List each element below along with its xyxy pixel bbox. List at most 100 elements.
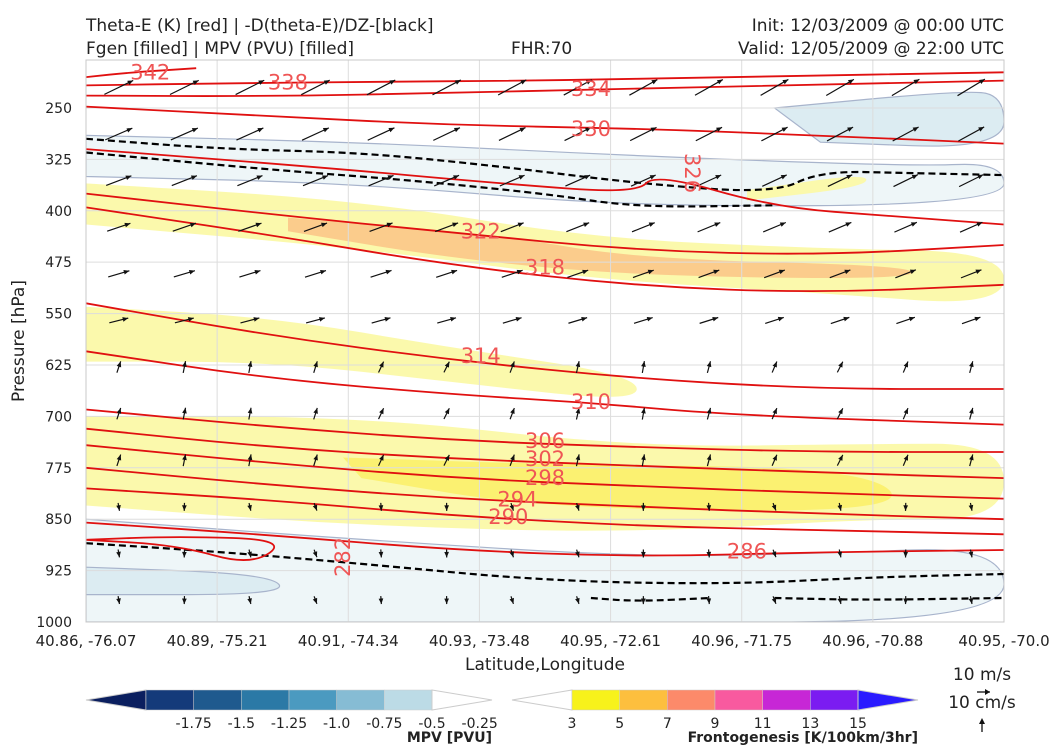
wind-vector-head <box>909 269 916 275</box>
wind-vector-head <box>322 127 329 133</box>
theta-e-contour <box>86 105 1004 145</box>
wind-vector-head <box>641 598 646 605</box>
wind-vector-head <box>847 79 854 85</box>
wind-vector-head <box>575 454 581 461</box>
theta-e-contour <box>86 67 197 78</box>
wind-vector-head <box>838 454 843 461</box>
wind-vector-head <box>517 222 524 227</box>
theta-e-contour <box>86 536 276 561</box>
fgen-colorbar: 3 5 7 9 11 13 15 <box>511 689 919 732</box>
wind-vector-head <box>247 454 253 461</box>
wind-vector-head <box>968 551 974 558</box>
wind-vector-head <box>847 127 854 132</box>
wind-vector-head <box>910 222 917 227</box>
wind-vector-head <box>516 269 523 275</box>
valid-time: Valid: 12/05/2009 @ 22:00 UTC <box>738 39 1004 59</box>
mpv-fill-region <box>86 566 281 596</box>
x-tick-label: 40.96, -71.75 <box>691 632 792 650</box>
wind-vector-head <box>647 269 654 275</box>
wind-vector-head <box>379 361 384 368</box>
colorbar-segment <box>384 689 433 711</box>
wind-vector-head <box>323 80 330 85</box>
theta-e-label-text: 282 <box>331 537 355 577</box>
wind-vector-head <box>771 597 777 604</box>
theta-e-contour <box>86 521 1004 557</box>
wind-vectors <box>104 78 986 605</box>
colorbar-segment <box>288 689 337 711</box>
wind-vector-head <box>844 269 851 275</box>
theta-e-label: 298 <box>525 466 565 490</box>
wind-vector-head <box>444 505 449 511</box>
wind-vector-head <box>706 505 712 511</box>
wind-vector-head <box>444 408 450 415</box>
theta-e-contour <box>86 487 1004 536</box>
colorbar-segment <box>241 689 290 711</box>
wind-vector-head <box>646 316 653 322</box>
wind-vector-head <box>779 222 786 227</box>
theta-e-contour <box>86 71 1004 87</box>
wind-vector-head <box>903 361 908 368</box>
theta-e-label: 326 <box>680 153 704 193</box>
wind-vector-head <box>837 551 843 558</box>
theta-e-label-text: 314 <box>461 344 501 368</box>
wind-vector-head <box>452 222 459 228</box>
wind-vector-head <box>837 598 843 604</box>
theta-e-label: 334 <box>571 77 611 101</box>
wind-vector-head <box>444 551 449 558</box>
colorbar-tick-label: 5 <box>615 716 624 732</box>
wind-vector-head <box>713 269 720 275</box>
wind-vector-head <box>378 505 384 511</box>
wind-vector-head <box>379 454 384 461</box>
fgen-fill-region <box>86 306 637 397</box>
theta-e-label-text: 286 <box>727 539 767 563</box>
wind-vector-head <box>453 127 460 133</box>
theta-e-label: 322 <box>461 219 501 243</box>
y-tick-label: 625 <box>45 358 72 374</box>
wind-vector-head <box>510 408 515 415</box>
wind-vector-head <box>772 361 777 368</box>
wind-vector-head <box>182 551 187 558</box>
fgen-colorbar-label: Frontogenesis [K/100km/3hr] <box>688 730 918 746</box>
vector-key-vertical: 10 cm/s <box>948 693 1016 713</box>
wind-vector-head <box>706 361 712 368</box>
wind-vector-head <box>706 551 712 558</box>
colorbar-tick-label: 11 <box>754 716 772 732</box>
wind-vector-head <box>378 598 384 605</box>
wind-vector-head <box>386 222 393 228</box>
wind-vector-head <box>254 269 261 275</box>
wind-vector-head <box>641 407 646 414</box>
y-tick-label: 925 <box>45 564 72 580</box>
wind-vector-head <box>510 361 515 368</box>
colorbar-segment <box>762 689 811 711</box>
wind-vector-head <box>838 361 843 368</box>
wind-vector-head <box>379 408 384 415</box>
wind-vector-head <box>650 127 657 132</box>
theta-e-label: 338 <box>268 71 308 95</box>
mpv-colorbar-label: MPV [PVU] <box>407 730 492 746</box>
wind-vector-head <box>247 407 253 414</box>
wind-vector-head <box>903 505 909 511</box>
y-tick-label: 775 <box>45 461 72 477</box>
stability-contour <box>86 137 1004 192</box>
wind-vector-head <box>706 407 712 414</box>
wind-vector-head <box>845 222 852 227</box>
colorbar-segment <box>619 689 668 711</box>
theta-e-label: 302 <box>525 447 565 471</box>
y-tick-label: 250 <box>45 101 72 117</box>
wind-vector-head <box>182 361 187 368</box>
wind-vector-head <box>509 597 514 604</box>
wind-vector-head <box>974 316 981 322</box>
colorbar-segment <box>336 689 385 711</box>
wind-vector-head <box>911 174 918 180</box>
wind-vector-head <box>575 407 581 414</box>
wind-vector-head <box>771 551 777 558</box>
theta-e-label-text: 302 <box>525 447 565 471</box>
wind-vector-head <box>716 79 723 85</box>
wind-vector-head <box>913 79 920 85</box>
colorbar-tick-label: -0.5 <box>418 716 445 732</box>
colorbar-tick-label: 13 <box>801 716 819 732</box>
x-tick-label: 40.95, -72.61 <box>560 632 661 650</box>
title-line2: Fgen [filled] | MPV (PVU) [filled] <box>86 39 354 59</box>
y-tick-label: 700 <box>45 409 72 425</box>
